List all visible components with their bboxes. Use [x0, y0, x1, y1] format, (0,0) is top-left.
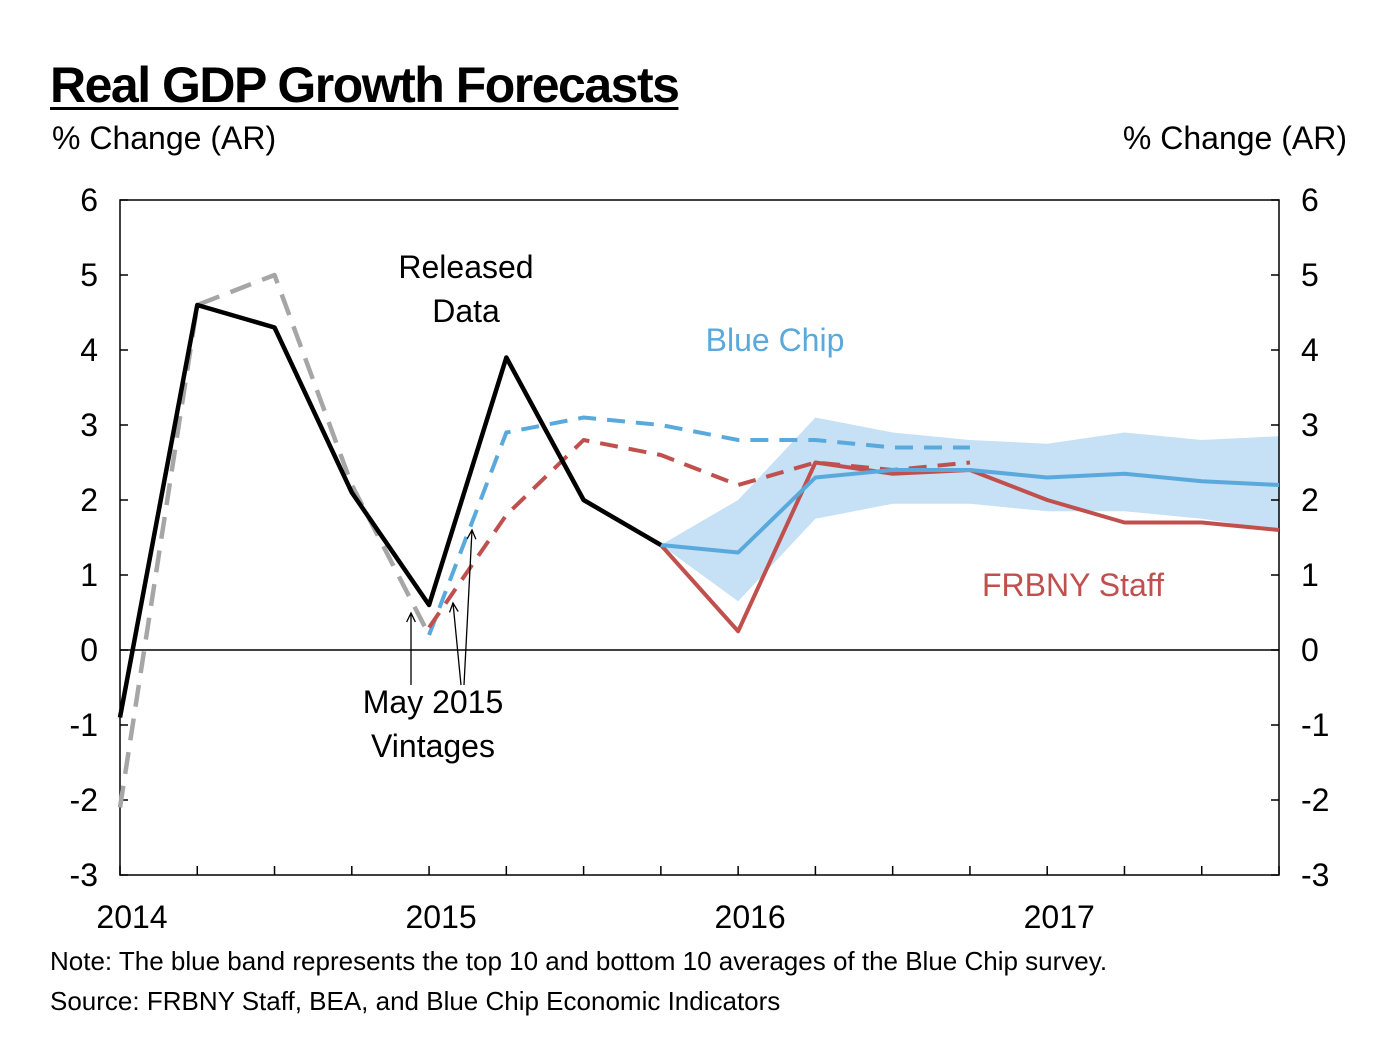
- axes-layer: -3 -3 -2 -2 -1 -1 0 0 1 1 2 2 3 3 4 4 5 5 6 6 2014 2015 2016 20…: [70, 182, 1330, 935]
- vintage-label-line1: May 2015: [363, 684, 504, 720]
- series-line-vintage-released: [117, 272, 432, 808]
- vintage-arrow-shaft: [452, 602, 462, 686]
- x-tick-label: 2015: [405, 899, 476, 935]
- y-tick-label-right: 3: [1301, 407, 1319, 443]
- y-tick-label-right: -1: [1301, 707, 1329, 743]
- y-tick-label-left: 4: [80, 332, 98, 368]
- plot-frame: [119, 199, 1280, 876]
- y-tick-label-left: 5: [80, 257, 98, 293]
- y-tick-label-left: -2: [70, 782, 98, 818]
- x-tick-label: 2014: [96, 899, 167, 935]
- blue-chip-label: Blue Chip: [706, 322, 845, 358]
- series-line-frbny-vintage: [427, 438, 971, 629]
- left-axis-unit: % Change (AR): [52, 120, 277, 156]
- y-tick-label-right: 0: [1301, 632, 1319, 668]
- vintage-arrow-head: [466, 528, 477, 540]
- chart-note: Note: The blue band represents the top 1…: [50, 946, 1108, 976]
- x-tick-label: 2017: [1024, 899, 1095, 935]
- y-tick-label-left: -1: [70, 707, 98, 743]
- y-tick-label-left: 2: [80, 482, 98, 518]
- series-line-blue-chip: [660, 468, 1280, 555]
- y-tick-label-right: 1: [1301, 557, 1319, 593]
- vintage-arrow-shaft: [463, 529, 473, 686]
- y-tick-label-left: -3: [70, 857, 98, 893]
- vintage-arrows: [406, 528, 477, 686]
- chart-source: Source: FRBNY Staff, BEA, and Blue Chip …: [50, 986, 781, 1016]
- series-layer: [117, 272, 1280, 808]
- y-tick-label-left: 1: [80, 557, 98, 593]
- y-tick-label-right: 4: [1301, 332, 1319, 368]
- vintage-arrow-head: [406, 611, 416, 623]
- y-tick-label-left: 0: [80, 632, 98, 668]
- y-tick-label-right: -2: [1301, 782, 1329, 818]
- y-tick-label-right: 6: [1301, 182, 1319, 218]
- vintage-arrow-head: [448, 601, 459, 613]
- series-line-released: [117, 302, 662, 718]
- y-tick-label-right: 2: [1301, 482, 1319, 518]
- y-tick-label-left: 3: [80, 407, 98, 443]
- x-tick-label: 2016: [715, 899, 786, 935]
- y-tick-label-right: 5: [1301, 257, 1319, 293]
- blue-chip-band-layer: [660, 417, 1279, 602]
- annotation-layer: Released Data Blue Chip FRBNY Staff May …: [363, 249, 1164, 764]
- y-tick-label-left: 6: [80, 182, 98, 218]
- vintage-label-line2: Vintages: [371, 728, 495, 764]
- y-tick-label-right: -3: [1301, 857, 1329, 893]
- series-line-blue-chip-vintage: [427, 415, 970, 636]
- chart-title: Real GDP Growth Forecasts: [50, 57, 680, 113]
- frbny-staff-label: FRBNY Staff: [982, 567, 1164, 603]
- released-data-label-line2: Data: [432, 293, 500, 329]
- blue-chip-band: [660, 417, 1279, 602]
- right-axis-unit: % Change (AR): [1122, 120, 1347, 156]
- released-data-label-line1: Released: [398, 249, 533, 285]
